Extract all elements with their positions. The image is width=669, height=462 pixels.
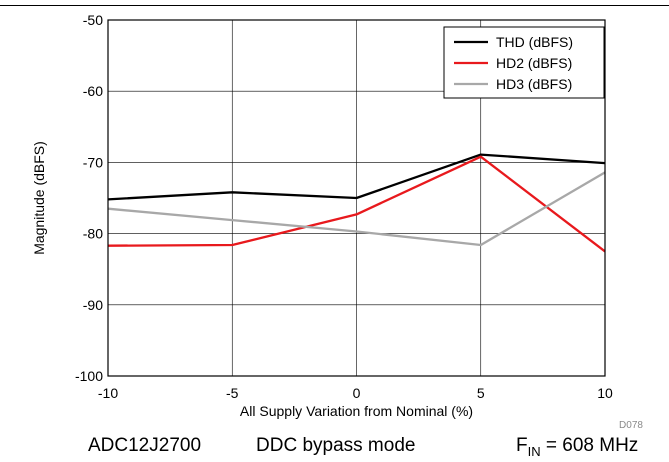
legend-label: THD (dBFS): [496, 34, 573, 50]
x-tick-label: -5: [226, 385, 239, 401]
legend-label: HD3 (dBFS): [496, 76, 572, 92]
tick-label-layer: -10 -5 0 5 10-100-90-80-70-60-50: [75, 12, 613, 401]
series-line: [107, 155, 606, 253]
series-layer: [107, 153, 606, 253]
caption-fin: FIN = 608 MHz: [516, 435, 638, 459]
y-tick-label: -70: [83, 154, 103, 170]
caption-fin-prefix: F: [516, 435, 528, 456]
caption-mode: DDC bypass mode: [256, 435, 416, 456]
series-line: [107, 153, 606, 201]
figure-id: D078: [619, 420, 643, 430]
legend-label: HD2 (dBFS): [496, 55, 572, 71]
y-tick-label: -100: [75, 368, 103, 384]
plot-frame: [107, 19, 606, 377]
y-tick-label: -50: [83, 12, 103, 28]
x-axis-title: All Supply Variation from Nominal (%): [240, 403, 473, 419]
y-tick-label: -60: [83, 83, 103, 99]
caption-fin-subscript: IN: [527, 443, 541, 459]
x-tick-label: -10: [98, 385, 118, 401]
x-tick-label: 10: [597, 385, 613, 401]
y-axis-title: Magnitude (dBFS): [31, 141, 47, 255]
x-tick-label: 5: [477, 385, 485, 401]
line-chart: -10 -5 0 5 10-100-90-80-70-60-50 All Supply …: [31, 12, 643, 430]
caption-fin-value: = 608 MHz: [540, 435, 639, 456]
top-rule: [0, 5, 669, 6]
legend: THD (dBFS) HD2 (dBFS) HD3 (dBFS): [443, 26, 605, 99]
series-line: [107, 171, 606, 247]
x-tick-label: 0: [353, 385, 361, 401]
y-tick-label: -80: [83, 226, 103, 242]
y-tick-label: -90: [83, 297, 103, 313]
caption-device: ADC12J2700: [88, 435, 202, 456]
